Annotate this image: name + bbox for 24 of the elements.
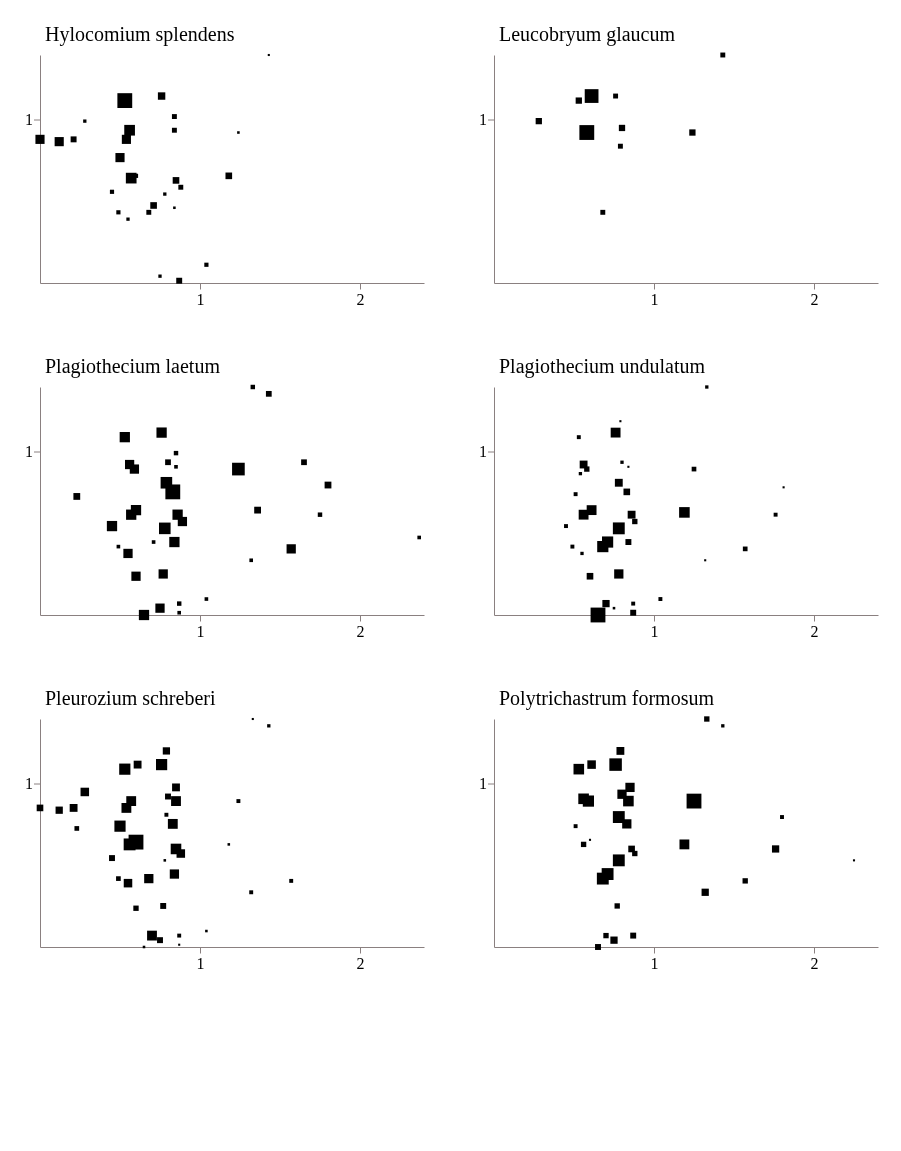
x-tick-label: 1 [196, 622, 205, 640]
x-tick-label: 1 [196, 954, 205, 972]
x-tick-label: 1 [650, 954, 659, 972]
text: 1 [25, 111, 33, 128]
chart-title: Plagiothecium undulatum [499, 355, 706, 378]
text: 1 [479, 775, 487, 792]
x-tick-label: 2 [356, 954, 365, 972]
x-tick-label: 2 [356, 622, 365, 640]
x-tick-label: 1 [650, 290, 659, 308]
x-tick-label: 1 [650, 622, 659, 640]
x-tick-label: 2 [810, 622, 819, 640]
text: 1 [25, 443, 33, 460]
x-tick-label: 1 [196, 290, 205, 308]
x-tick-label: 2 [810, 290, 819, 308]
chart-title: Polytrichastrum formosum [499, 687, 715, 710]
text: 1 [479, 443, 487, 460]
chart-title: Hylocomium splendens [45, 23, 235, 46]
x-tick-label: 2 [356, 290, 365, 308]
text: 1 [479, 111, 487, 128]
x-tick-label: 2 [810, 954, 819, 972]
chart-title: Plagiothecium laetum [45, 355, 221, 378]
text: 1 [25, 775, 33, 792]
chart-title: Leucobryum glaucum [499, 23, 676, 46]
chart-title: Pleurozium schreberi [45, 687, 216, 709]
